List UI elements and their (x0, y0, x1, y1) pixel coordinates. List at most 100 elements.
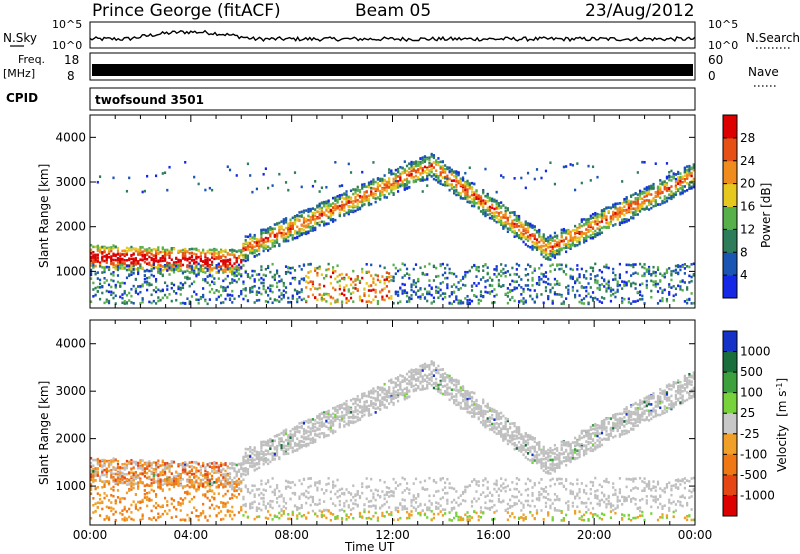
power-cell (553, 182, 557, 186)
power-cell (663, 195, 666, 198)
velocity-cell (128, 460, 131, 464)
power-cell (195, 274, 198, 278)
power-cell (302, 221, 306, 224)
power-cell (121, 264, 124, 267)
power-cell (665, 183, 669, 187)
velocity-cell (146, 465, 149, 469)
power-cell (130, 267, 133, 271)
velocity-cell (152, 516, 155, 519)
power-cell (466, 294, 469, 298)
power-cell (571, 163, 574, 167)
power-cell (517, 214, 521, 218)
power-cell (264, 267, 267, 271)
power-cell (417, 163, 420, 167)
power-cell (623, 297, 626, 301)
power-cell (459, 180, 462, 184)
velocity-cell (96, 501, 99, 505)
power-cell (284, 219, 288, 223)
power-cell (166, 284, 169, 288)
power-cell (569, 233, 572, 237)
power-cell (190, 251, 194, 255)
power-cell (327, 267, 330, 271)
power-cell (616, 283, 619, 286)
power-cell (565, 243, 568, 246)
power-cell (522, 300, 525, 304)
power-cell (280, 292, 283, 295)
power-cell (204, 258, 207, 262)
power-cell (354, 287, 357, 290)
power-cell (298, 218, 301, 222)
power-cell (260, 281, 263, 285)
power-cell (549, 252, 552, 256)
power-cell (589, 214, 592, 218)
power-cell (264, 244, 267, 248)
power-cell (103, 250, 106, 254)
power-cell (141, 298, 144, 301)
velocity-cell (143, 467, 146, 470)
velocity-cell (116, 459, 120, 463)
velocity-cell (94, 467, 97, 470)
power-cell (361, 170, 364, 174)
velocity-cell (116, 474, 120, 478)
velocity-cell (170, 516, 173, 519)
power-cell (166, 296, 169, 299)
velocity-cell (96, 492, 99, 495)
power-cell (255, 254, 259, 257)
power-cell (307, 271, 310, 274)
power-cell (468, 166, 471, 170)
power-cell (513, 218, 516, 222)
power-cell (264, 289, 267, 292)
velocity-cell (94, 474, 97, 478)
power-cell (562, 165, 565, 169)
power-cell (547, 252, 550, 256)
power-cell (224, 255, 227, 259)
power-cell (571, 286, 574, 289)
power-cell (215, 266, 218, 269)
power-cell (636, 196, 639, 200)
power-cell (560, 263, 563, 267)
power-cell (379, 290, 382, 294)
velocity-cell (107, 516, 111, 519)
power-cell (372, 181, 375, 185)
velocity-cell (123, 516, 126, 520)
power-cell (430, 152, 433, 156)
power-cell (307, 207, 310, 211)
freq-trace (92, 64, 693, 76)
power-cell (251, 248, 254, 252)
power-cell (535, 248, 539, 251)
power-cell (101, 285, 104, 288)
power-cell (121, 267, 124, 270)
power-cell (94, 260, 97, 264)
power-cell (632, 193, 635, 197)
power-cell (500, 222, 503, 225)
power-cell (157, 299, 160, 303)
velocity-cell (130, 458, 133, 462)
power-cell (300, 290, 303, 294)
power-cell (461, 178, 465, 181)
power-cell (495, 293, 498, 297)
power-cell (143, 280, 146, 284)
power-cell (453, 190, 456, 194)
velocity-cell (154, 518, 158, 522)
power-cell (618, 221, 622, 225)
power-cell (641, 265, 644, 269)
velocity-cell (90, 516, 93, 520)
power-cell (383, 183, 386, 186)
power-cell (410, 165, 413, 169)
velocity-cell (116, 496, 120, 499)
power-cell (690, 185, 693, 189)
power-cell (535, 295, 539, 299)
power-cell (677, 180, 680, 184)
power-cell (569, 232, 572, 235)
power-cell (540, 248, 543, 251)
power-cell (334, 199, 337, 202)
power-cell (414, 263, 418, 266)
power-cell (428, 173, 431, 177)
power-cell (444, 167, 447, 171)
velocity-cell (103, 481, 106, 484)
power-cell (134, 291, 138, 294)
power-cell (273, 273, 276, 277)
velocity-cell (123, 507, 126, 511)
power-cell (134, 287, 138, 291)
power-cell (529, 233, 532, 237)
